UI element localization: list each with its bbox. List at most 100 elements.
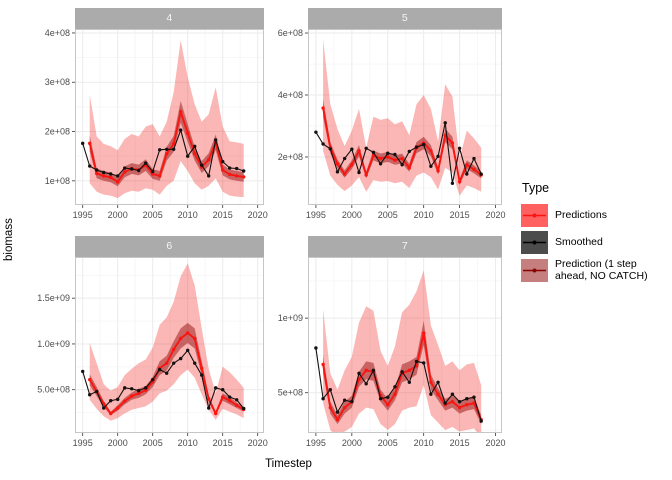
smoothed-point bbox=[221, 159, 225, 164]
x-tick-label: 2010 bbox=[414, 210, 434, 220]
panel-border bbox=[308, 29, 502, 205]
smoothed-point bbox=[400, 370, 404, 374]
smoothed-point bbox=[179, 128, 183, 132]
x-tick-label: 2005 bbox=[143, 438, 163, 448]
predictions-point bbox=[186, 331, 190, 335]
smoothed-point bbox=[479, 172, 483, 176]
smoothed-line bbox=[315, 122, 482, 184]
smoothed-point bbox=[371, 150, 376, 155]
smoothed-point bbox=[457, 146, 462, 150]
facet-strip-label: 7 bbox=[308, 236, 502, 257]
smoothed-point bbox=[228, 395, 232, 399]
smoothed-point bbox=[172, 361, 176, 365]
smoothed-point bbox=[407, 380, 412, 384]
smoothed-point bbox=[314, 130, 318, 134]
smoothed-point bbox=[186, 348, 190, 353]
smoothed-point bbox=[193, 144, 197, 149]
smoothed-point bbox=[193, 361, 197, 365]
predictions-point bbox=[457, 180, 462, 184]
predictions-point bbox=[350, 163, 354, 167]
predictions-point bbox=[400, 156, 404, 161]
smoothed-point bbox=[165, 371, 169, 375]
predictions-point bbox=[465, 402, 469, 407]
smoothed-point bbox=[95, 168, 99, 172]
smoothed-point bbox=[429, 392, 433, 396]
legend-item-one-step: Prediction (1 step ahead, NO CATCH) bbox=[521, 258, 671, 282]
smoothed-point bbox=[242, 169, 246, 173]
smoothed-point bbox=[342, 156, 347, 161]
legend-label: Prediction (1 step ahead, NO CATCH) bbox=[555, 258, 648, 283]
smoothed-point bbox=[465, 396, 469, 401]
smoothed-point bbox=[137, 168, 141, 173]
smoothed-point bbox=[350, 147, 354, 151]
predictions-point bbox=[130, 394, 134, 398]
smoothed-point bbox=[335, 170, 340, 174]
smoothed-point bbox=[414, 145, 419, 149]
panel-border bbox=[75, 257, 264, 433]
smoothed-point bbox=[335, 410, 340, 414]
facet-chart-4: 1995 2000 2005 2010 2015 2020 1e+08 2e+08 3e+08 4… bbox=[45, 29, 268, 220]
predictions-point bbox=[228, 172, 232, 177]
x-tick-label: 2010 bbox=[178, 438, 198, 448]
predictions-point bbox=[88, 377, 92, 382]
x-tick-label: 2020 bbox=[248, 210, 268, 220]
smoothed-point bbox=[151, 169, 155, 174]
x-tick-label: 2000 bbox=[108, 210, 128, 220]
smoothed-point bbox=[472, 156, 476, 161]
facet-chart-6: 1995 2000 2005 2010 2015 2020 5.0e+08 1.0e+09 1.… bbox=[37, 257, 268, 448]
facet-panel-7: 7 1995 2000 2005 2010 2015 2020 5e+08 1e+09 bbox=[262, 236, 506, 453]
predictions-point bbox=[321, 362, 325, 367]
legend-label: Predictions bbox=[555, 209, 607, 222]
y-tick-label: 1.5e+09 bbox=[37, 293, 70, 303]
smoothed-point bbox=[179, 356, 183, 361]
x-tick-label: 2015 bbox=[450, 438, 470, 448]
predictions-point bbox=[116, 180, 120, 184]
x-tick-label: 1995 bbox=[306, 210, 326, 220]
legend-label: Smoothed bbox=[555, 236, 603, 249]
predictions-point bbox=[457, 405, 462, 410]
y-tick-label: 5e+08 bbox=[278, 388, 303, 398]
y-tick-label: 4e+08 bbox=[45, 29, 70, 38]
legend-item-predictions: Predictions bbox=[521, 204, 671, 227]
predictions-point bbox=[342, 405, 347, 410]
x-tick-label: 2020 bbox=[486, 438, 506, 448]
smoothed-point bbox=[421, 361, 426, 365]
predictions-point bbox=[228, 398, 232, 403]
smoothed-point bbox=[130, 387, 134, 391]
smoothed-point bbox=[443, 401, 447, 405]
smoothed-point bbox=[436, 154, 440, 159]
predictions-point bbox=[364, 368, 368, 373]
y-tick-label: 1.0e+09 bbox=[37, 339, 70, 349]
legend-item-smoothed: Smoothed bbox=[521, 231, 671, 254]
smoothed-point bbox=[81, 369, 85, 374]
predictions-point bbox=[436, 169, 440, 173]
predictions-point bbox=[123, 170, 127, 174]
predictions-point bbox=[450, 399, 455, 404]
predictions-point bbox=[407, 368, 412, 373]
y-tick-label: 2e+08 bbox=[45, 127, 70, 137]
smoothed-point bbox=[158, 367, 162, 372]
smoothed-point bbox=[357, 170, 361, 175]
predictions-point bbox=[421, 331, 426, 335]
smoothed-point bbox=[102, 170, 106, 175]
legend-title: Type bbox=[522, 181, 550, 195]
x-tick-label: 2010 bbox=[178, 210, 198, 220]
facet-strip-label: 5 bbox=[308, 8, 502, 29]
smoothed-point bbox=[421, 142, 426, 147]
predictions-point bbox=[193, 152, 197, 156]
x-tick-label: 2005 bbox=[378, 210, 398, 220]
predictions-point bbox=[472, 167, 476, 172]
smoothed-point bbox=[328, 147, 332, 151]
predictions-point bbox=[436, 392, 440, 396]
predictions-point bbox=[207, 157, 211, 162]
predictions-point bbox=[207, 397, 211, 401]
predictions-point bbox=[393, 158, 397, 162]
smoothed-point bbox=[235, 166, 239, 171]
predictions-point bbox=[123, 399, 127, 403]
smoothed-point bbox=[472, 395, 476, 399]
smoothed-point bbox=[200, 163, 204, 167]
smoothed-point bbox=[102, 406, 106, 410]
smoothed-point bbox=[130, 167, 134, 171]
x-tick-label: 2015 bbox=[213, 438, 233, 448]
x-tick-label: 2000 bbox=[342, 210, 362, 220]
